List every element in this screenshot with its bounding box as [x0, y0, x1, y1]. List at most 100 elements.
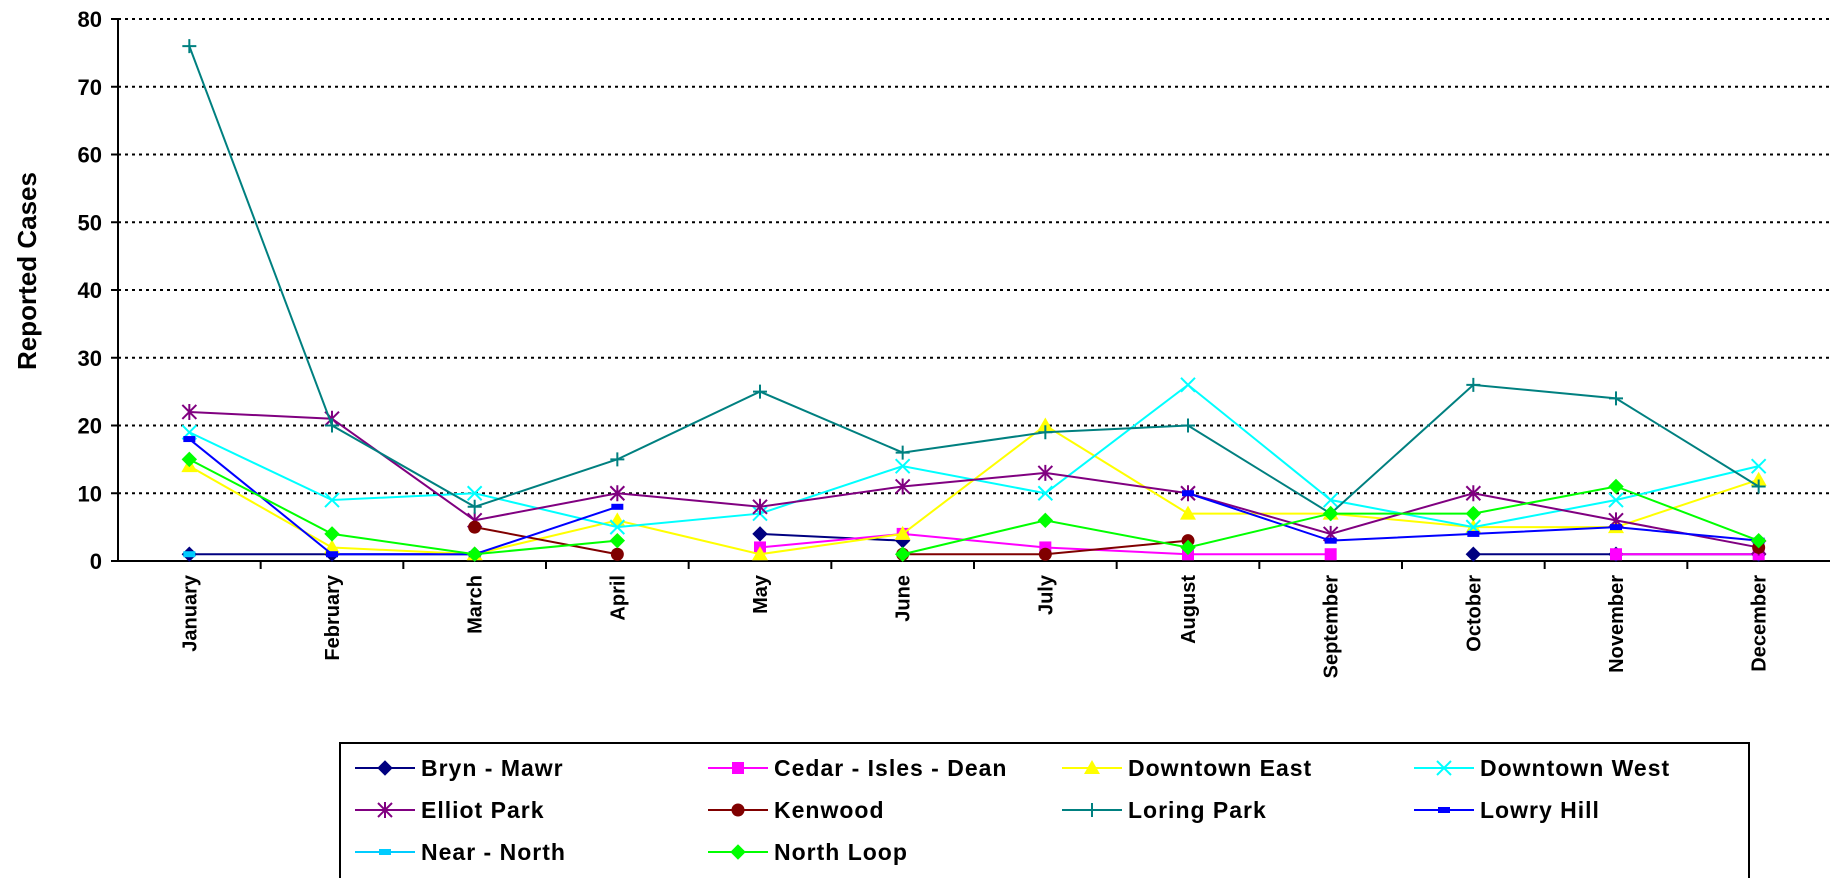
data-point	[610, 547, 624, 561]
data-point	[1324, 548, 1337, 561]
series-line	[188, 383, 1759, 529]
series-downtown-west	[181, 377, 1767, 535]
data-point	[467, 499, 482, 514]
data-point	[1180, 505, 1196, 520]
data-point	[1466, 377, 1481, 392]
legend-item: Downtown East	[1062, 755, 1312, 781]
data-point	[1180, 377, 1196, 393]
x-tick-label: October	[1463, 575, 1485, 652]
data-point	[1467, 530, 1480, 537]
data-point	[1037, 512, 1054, 529]
legend-label: Cedar - Isles - Dean	[774, 755, 1007, 781]
data-point	[1465, 505, 1482, 522]
x-tick-label: August	[1178, 575, 1200, 644]
data-point	[609, 485, 626, 502]
series-elliot-park	[181, 403, 1767, 556]
series-line	[474, 526, 618, 556]
y-tick-labels: 0 10 20 30 40 50 60 70 80	[78, 7, 102, 574]
data-point	[1750, 471, 1767, 486]
x-tick-label: July	[1035, 574, 1057, 615]
data-point	[324, 526, 340, 542]
data-point	[1038, 425, 1053, 440]
series-line	[188, 45, 1760, 515]
legend-item: Bryn - Mawr	[355, 755, 564, 781]
legend-frame	[339, 742, 1750, 878]
data-point	[183, 436, 196, 443]
data-point	[1610, 548, 1622, 561]
y-tick-label: 40	[78, 278, 102, 303]
series-north-loop	[181, 451, 1767, 562]
data-point	[1037, 464, 1054, 481]
data-point	[894, 525, 911, 540]
legend-item: Lowry Hill	[1414, 797, 1599, 823]
legend-marker	[1436, 760, 1452, 776]
data-point	[1465, 485, 1482, 502]
data-point	[1037, 485, 1054, 501]
series-line	[188, 424, 1759, 556]
legend-label: Elliot Park	[421, 797, 544, 823]
legend-label: Kenwood	[774, 797, 885, 823]
x-tick-label: March	[465, 575, 487, 634]
data-point	[326, 551, 338, 558]
x-tick-label: April	[607, 575, 629, 621]
data-point	[182, 39, 197, 54]
legend-marker	[379, 849, 391, 855]
data-point	[325, 418, 339, 433]
legend-item: Loring Park	[1062, 797, 1266, 823]
x-tick-label: September	[1321, 575, 1343, 679]
legend-marker	[377, 802, 393, 818]
legend-label: North Loop	[774, 839, 908, 865]
data-point	[1037, 417, 1054, 432]
x-tick-label: February	[322, 574, 344, 660]
data-point	[1608, 478, 1624, 495]
series-line	[759, 532, 903, 542]
legend-label: Near - North	[421, 839, 566, 865]
data-point	[752, 498, 768, 515]
y-tick-label: 50	[78, 210, 102, 235]
x-tick-label: November	[1606, 575, 1628, 673]
data-point	[1181, 418, 1195, 433]
legend-marker	[730, 844, 746, 860]
x-tick-label: December	[1749, 575, 1771, 672]
legend-marker	[731, 803, 745, 817]
legend-item: Kenwood	[708, 797, 885, 823]
data-point	[1322, 505, 1339, 522]
series-downtown-east	[181, 417, 1767, 561]
series-lines	[181, 39, 1767, 562]
data-point	[466, 546, 483, 562]
legend-label: Bryn - Mawr	[421, 755, 564, 781]
legend-item: Near - North	[355, 839, 566, 865]
axes	[111, 18, 1830, 569]
data-point	[1751, 479, 1766, 494]
y-tick-label: 70	[78, 75, 102, 100]
data-point	[753, 384, 767, 399]
legend: Bryn - Mawr Cedar - Isles - Dean Downtown …	[339, 742, 1750, 878]
data-point	[1610, 524, 1622, 531]
legend-marker	[1084, 760, 1100, 774]
series-line	[188, 458, 618, 556]
legend-marker	[732, 762, 744, 774]
legend-item: Downtown West	[1414, 755, 1669, 781]
y-tick-label: 20	[78, 414, 102, 439]
data-point	[752, 546, 768, 561]
data-point	[1324, 537, 1337, 544]
data-point	[466, 485, 483, 501]
y-tick-label: 80	[78, 7, 102, 32]
data-point	[181, 403, 198, 420]
data-point	[1750, 532, 1767, 549]
legend-label: Downtown East	[1128, 755, 1312, 781]
legend-item: Cedar - Isles - Dean	[708, 755, 1007, 781]
data-point	[609, 519, 626, 535]
data-point	[468, 520, 482, 534]
data-point	[1750, 458, 1767, 474]
series-near-north	[183, 551, 196, 558]
data-point	[183, 551, 196, 558]
x-tick-label: June	[893, 575, 915, 622]
series-line	[189, 410, 1759, 549]
series-loring-park	[182, 39, 1766, 521]
data-point	[609, 532, 626, 549]
y-tick-label: 60	[78, 143, 102, 168]
y-tick-label: 10	[78, 481, 102, 506]
data-point	[609, 512, 626, 527]
